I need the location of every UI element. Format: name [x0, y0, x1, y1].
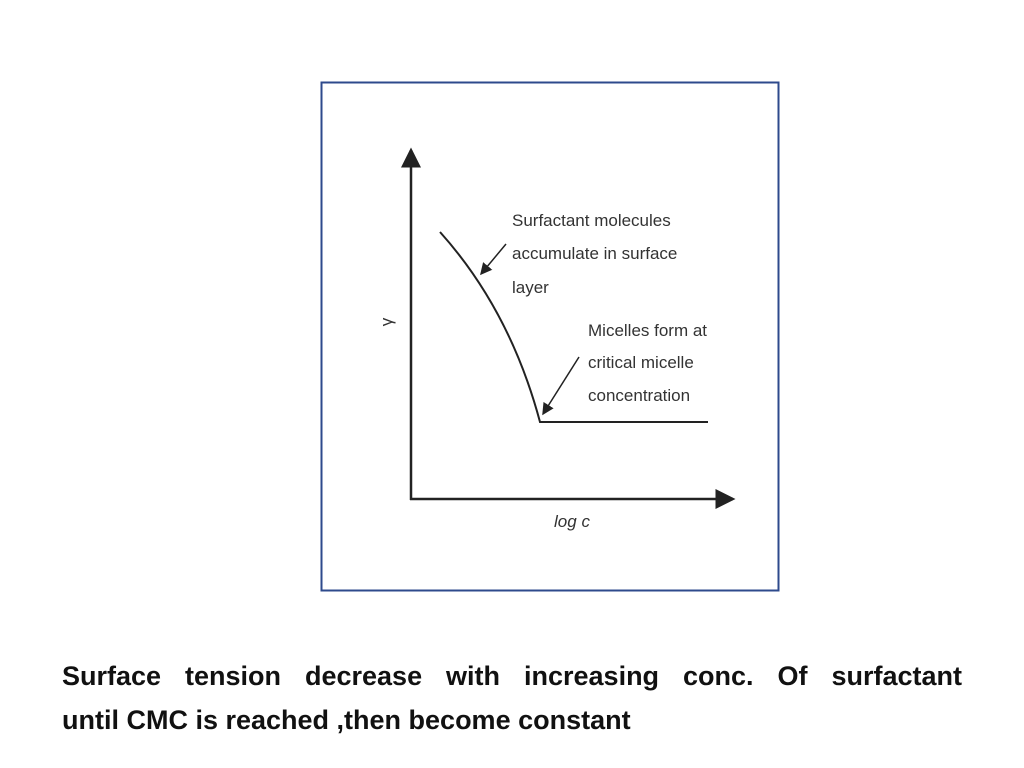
annotation-line: concentration: [588, 386, 690, 405]
figure-frame: [320, 81, 780, 592]
caption: Surface tension decrease with increasing…: [62, 654, 962, 742]
annotation-line: layer: [512, 278, 549, 297]
annotation-line: accumulate in surface: [512, 244, 677, 263]
annotation-line: Surfactant molecules: [512, 211, 671, 230]
annotation-arrow: [480, 243, 507, 276]
annotation-line: critical micelle: [588, 353, 694, 372]
figure: γ log c Surfactant molecules accumulate …: [320, 81, 780, 592]
annotation-line: Micelles form at: [588, 321, 707, 340]
caption-line: Surface tension decrease with increasing…: [62, 661, 962, 691]
tension-curve: [439, 231, 708, 423]
y-axis-label: γ: [377, 317, 396, 326]
annotation-arrow: [542, 356, 580, 416]
caption-line: until CMC is reached ,then become consta…: [62, 705, 631, 735]
x-axis-label: log c: [554, 512, 590, 531]
